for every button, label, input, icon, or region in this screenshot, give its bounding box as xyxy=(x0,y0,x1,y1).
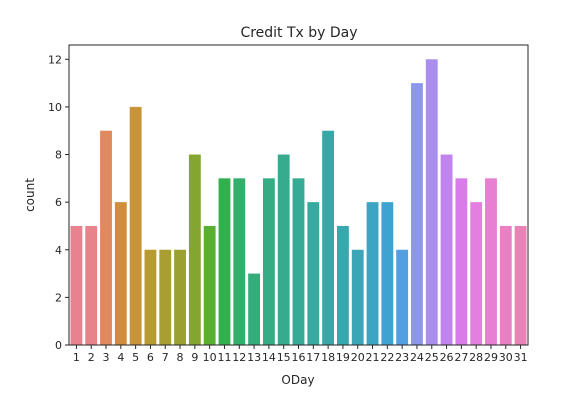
bar-day-1 xyxy=(70,225,83,345)
bar-day-30 xyxy=(499,225,512,345)
y-tick-label: 10 xyxy=(48,101,62,114)
x-tick-label: 29 xyxy=(484,351,498,364)
x-tick-label: 31 xyxy=(514,351,528,364)
y-tick-label: 6 xyxy=(55,196,62,209)
x-tick-label: 9 xyxy=(191,351,198,364)
x-tick-label: 4 xyxy=(117,351,124,364)
x-tick-label: 23 xyxy=(395,351,409,364)
bar-day-9 xyxy=(188,154,201,345)
y-tick-label: 0 xyxy=(55,339,62,352)
x-tick-label: 27 xyxy=(454,351,468,364)
x-tick-label: 26 xyxy=(440,351,454,364)
y-tick-label: 8 xyxy=(55,149,62,162)
bar-day-23 xyxy=(396,249,409,345)
y-axis-ticks: 0 2 4 6 8 10 12 xyxy=(48,53,69,352)
bar-day-7 xyxy=(159,249,172,345)
bar-day-28 xyxy=(470,202,483,345)
bar-day-18 xyxy=(322,130,335,345)
x-tick-label: 7 xyxy=(162,351,169,364)
x-tick-label: 18 xyxy=(321,351,335,364)
bar-day-16 xyxy=(292,178,305,345)
x-axis-label: ODay xyxy=(281,373,314,387)
bar-day-31 xyxy=(514,225,527,345)
bar-day-25 xyxy=(425,59,438,345)
bar-day-3 xyxy=(100,130,112,345)
y-tick-label: 12 xyxy=(48,53,62,66)
y-axis-label: count xyxy=(23,178,37,212)
bar-day-22 xyxy=(381,202,394,345)
bar-day-13 xyxy=(248,273,261,345)
chart-title: Credit Tx by Day xyxy=(240,25,357,41)
x-tick-label: 1 xyxy=(73,351,80,364)
x-tick-label: 21 xyxy=(366,351,380,364)
x-tick-label: 28 xyxy=(469,351,483,364)
x-tick-label: 8 xyxy=(177,351,184,364)
bar-day-10 xyxy=(203,225,216,345)
bar-day-20 xyxy=(351,249,364,345)
x-tick-label: 17 xyxy=(306,351,320,364)
x-tick-label: 25 xyxy=(425,351,439,364)
x-tick-label: 20 xyxy=(351,351,365,364)
bar-day-14 xyxy=(262,178,275,345)
x-tick-label: 6 xyxy=(147,351,154,364)
bar-day-19 xyxy=(337,225,349,345)
x-tick-label: 14 xyxy=(262,351,276,364)
x-tick-label: 3 xyxy=(103,351,110,364)
plot-frame xyxy=(68,44,529,346)
x-tick-label: 13 xyxy=(247,351,261,364)
bar-day-17 xyxy=(307,202,320,345)
bar-day-5 xyxy=(129,106,142,346)
bar-day-24 xyxy=(411,83,423,345)
y-tick-label: 4 xyxy=(55,244,62,257)
x-tick-label: 2 xyxy=(88,351,95,364)
bar-day-6 xyxy=(144,249,157,345)
x-tick-label: 12 xyxy=(232,351,246,364)
bar-day-26 xyxy=(440,154,453,345)
x-tick-label: 24 xyxy=(410,351,424,364)
x-tick-label: 22 xyxy=(380,351,394,364)
bar-day-15 xyxy=(277,154,290,345)
x-tick-label: 16 xyxy=(292,351,306,364)
x-tick-label: 30 xyxy=(499,351,513,364)
x-axis-ticks: 1 2 3 4 5 6 7 8 9 10 11 12 13 14 15 16 17 18 19 20 21 22 23 24 2… xyxy=(73,345,528,364)
bar-day-12 xyxy=(233,178,246,345)
x-tick-label: 19 xyxy=(336,351,350,364)
bars-group xyxy=(70,59,527,346)
bar-day-4 xyxy=(114,202,127,345)
bar-day-8 xyxy=(174,249,186,345)
x-tick-label: 5 xyxy=(132,351,139,364)
bar-day-2 xyxy=(85,225,98,345)
bar-day-29 xyxy=(485,178,497,345)
x-tick-label: 10 xyxy=(203,351,217,364)
bar-day-11 xyxy=(218,178,231,345)
x-tick-label: 15 xyxy=(277,351,291,364)
bar-day-27 xyxy=(455,178,468,345)
y-tick-label: 2 xyxy=(55,291,62,304)
x-tick-label: 11 xyxy=(217,351,231,364)
bar-day-21 xyxy=(366,202,379,345)
